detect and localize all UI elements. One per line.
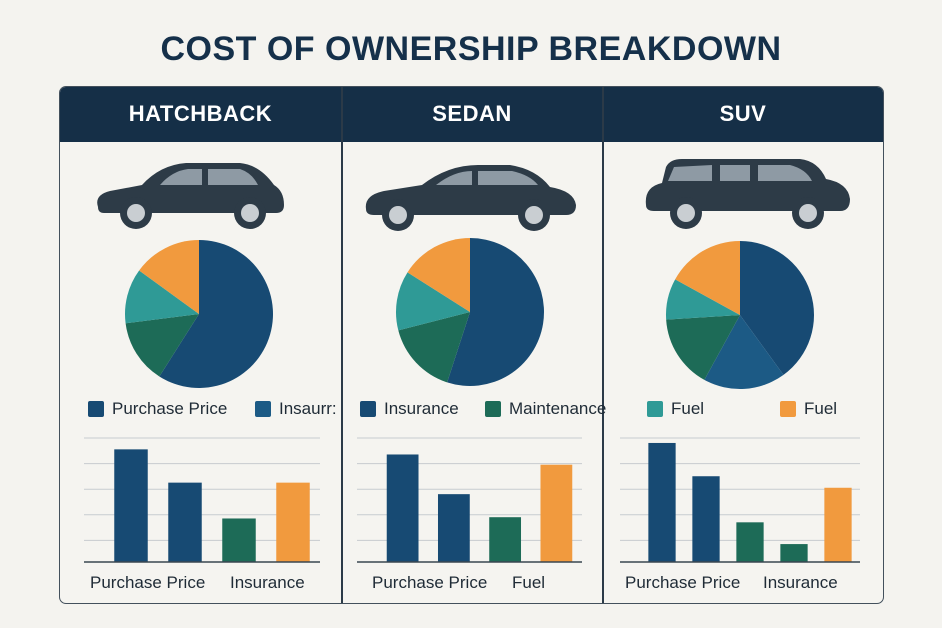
legend-label: Purchase Price — [112, 399, 228, 418]
panel-header-sedan: SEDAN — [432, 101, 512, 126]
pie-slice — [398, 312, 470, 383]
bar — [114, 449, 148, 562]
bar — [489, 517, 522, 562]
legend-item: Purchase Price — [88, 399, 227, 419]
bar — [540, 464, 573, 562]
legend-label: Insaurr: — [279, 399, 337, 418]
header-band — [60, 87, 883, 142]
pie-slice — [666, 279, 740, 320]
legend-label: Fuel — [804, 399, 838, 418]
category-label: Purchase Price — [90, 573, 206, 592]
pie-chart-hatchback — [125, 240, 273, 388]
legend-label: Fuel — [671, 399, 705, 418]
legend-label: Insurance — [384, 399, 459, 418]
pie-slice — [675, 241, 740, 315]
chart-title: COST OF OWNERSHIP BREAKDOWN — [160, 30, 782, 68]
sedan-car-icon — [365, 165, 576, 231]
bar — [168, 482, 202, 562]
pie-slice — [704, 315, 784, 389]
category-label: Purchase Price — [625, 573, 741, 592]
category-label: Fuel — [512, 573, 546, 592]
column-divider — [341, 87, 343, 603]
pie-slice — [740, 241, 814, 375]
bar — [648, 442, 676, 562]
category-label: Purchase Price — [372, 573, 488, 592]
pie-slice — [139, 240, 199, 314]
bar — [692, 476, 720, 562]
category-label: Insurance — [763, 573, 838, 592]
bar-chart-hatchback — [84, 437, 320, 563]
square-swatch-icon — [360, 401, 376, 417]
pie-slice — [125, 270, 199, 324]
bar — [222, 518, 256, 562]
legend-item: Fuel — [780, 399, 837, 419]
bar — [824, 487, 852, 562]
pie-slice — [666, 315, 740, 380]
comparison-panel-frame: HATCHBACK SEDAN SUV Purchase Price Insau… — [59, 86, 884, 604]
square-swatch-icon — [255, 401, 271, 417]
category-label: Insurance — [230, 573, 305, 592]
bar-chart-suv — [620, 437, 860, 563]
legend-item: Fuel — [647, 399, 704, 419]
pie-chart-sedan — [396, 238, 544, 386]
square-swatch-icon — [485, 401, 501, 417]
bar-chart-sedan — [357, 437, 582, 563]
bar — [736, 522, 764, 562]
legend-label: Maintenance — [509, 399, 607, 418]
bar — [386, 454, 419, 562]
legend-item: Insurance — [360, 399, 459, 419]
panel-header-suv: SUV — [719, 101, 767, 126]
pie-slice — [125, 314, 199, 377]
square-swatch-icon — [88, 401, 104, 417]
legend-item: Maintenance — [485, 399, 606, 419]
panel-header-hatchback: HATCHBACK — [128, 101, 273, 126]
pie-chart-suv — [666, 241, 814, 389]
square-swatch-icon — [780, 401, 796, 417]
bar — [437, 494, 470, 562]
legend-item: Insaurr: — [255, 399, 337, 419]
pie-slice — [159, 240, 273, 388]
pie-slice — [407, 238, 470, 312]
column-divider — [602, 87, 604, 603]
pie-slice — [447, 238, 544, 386]
bar — [780, 544, 808, 562]
pie-slice — [396, 272, 470, 331]
hatchback-car-icon — [97, 163, 284, 229]
square-swatch-icon — [647, 401, 663, 417]
suv-car-icon — [645, 159, 850, 229]
bar — [276, 482, 310, 562]
